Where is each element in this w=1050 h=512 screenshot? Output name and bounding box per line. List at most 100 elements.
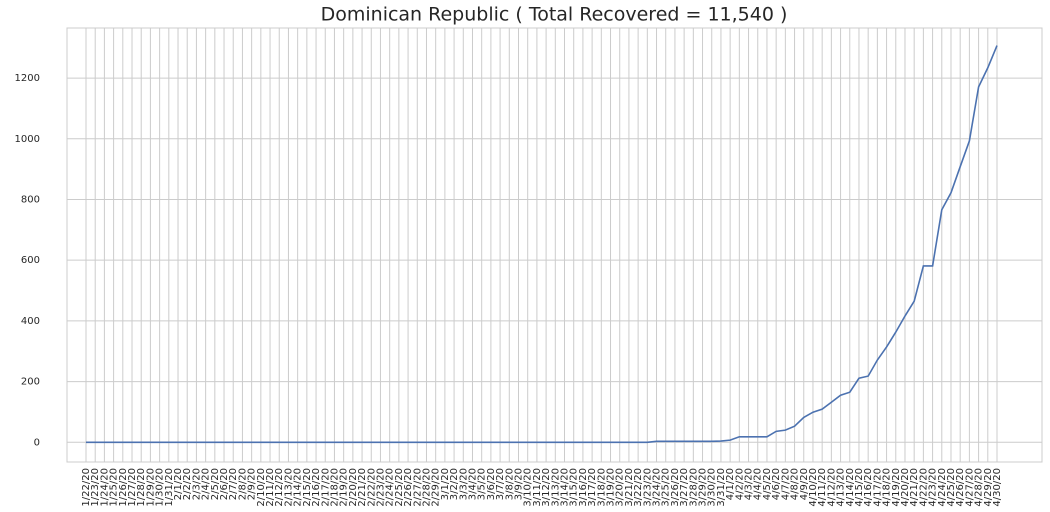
y-tick-label: 800 [21,194,40,205]
x-tick-label: 1/26/20 [118,468,129,507]
x-tick-label: 3/28/20 [688,468,699,507]
x-tick-label: 4/12/20 [826,468,837,507]
x-tick-label: 2/1/20 [173,468,184,500]
x-tick-label: 4/2/20 [734,468,745,500]
x-tick-label: 4/19/20 [891,468,902,507]
x-tick-label: 3/31/20 [716,468,727,507]
x-tick-label: 1/27/20 [127,468,138,507]
x-tick-label: 3/8/20 [504,468,515,500]
x-tick-label: 4/28/20 [974,468,985,507]
x-tick-label: 3/12/20 [541,468,552,507]
x-tick-label: 4/8/20 [790,468,801,500]
x-tick-label: 4/6/20 [771,468,782,500]
x-tick-label: 3/20/20 [615,468,626,507]
x-tick-label: 2/13/20 [283,468,294,507]
x-tick-label: 2/23/20 [375,468,386,507]
x-tick-label: 4/3/20 [744,468,755,500]
x-tick-label: 4/15/20 [854,468,865,507]
x-tick-label: 4/22/20 [918,468,929,507]
x-tick-label: 3/5/20 [477,468,488,500]
x-tick-label: 2/5/20 [210,468,221,500]
x-tick-label: 3/25/20 [661,468,672,507]
x-tick-label: 3/9/20 [513,468,524,500]
x-tick-label: 3/30/20 [707,468,718,507]
x-tick-label: 1/22/20 [81,468,92,507]
x-tick-label: 4/27/20 [964,468,975,507]
x-tick-label: 2/15/20 [302,468,313,507]
x-tick-label: 3/11/20 [532,468,543,507]
x-tick-label: 4/17/20 [872,468,883,507]
x-tick-label: 4/29/20 [983,468,994,507]
x-tick-label: 4/30/20 [992,468,1003,507]
y-tick-label: 1200 [15,73,40,84]
x-tick-label: 2/17/20 [320,468,331,507]
x-tick-label: 2/18/20 [329,468,340,507]
x-tick-label: 3/16/20 [578,468,589,507]
x-tick-label: 4/7/20 [780,468,791,500]
x-tick-label: 1/24/20 [99,468,110,507]
x-tick-label: 2/24/20 [385,468,396,507]
x-tick-label: 3/23/20 [642,468,653,507]
x-tick-label: 2/19/20 [339,468,350,507]
x-tick-label: 2/9/20 [247,468,258,500]
x-tick-label: 3/1/20 [440,468,451,500]
y-tick-label: 0 [34,437,40,448]
x-tick-label: 2/3/20 [191,468,202,500]
x-tick-label: 3/10/20 [523,468,534,507]
x-tick-label: 4/14/20 [845,468,856,507]
x-tick-label: 3/2/20 [449,468,460,500]
x-tick-label: 4/26/20 [955,468,966,507]
x-tick-label: 3/21/20 [624,468,635,507]
x-tick-label: 2/8/20 [237,468,248,500]
x-tick-label: 3/14/20 [560,468,571,507]
x-tick-label: 2/6/20 [219,468,230,500]
y-tick-label: 400 [21,316,40,327]
y-tick-label: 200 [21,377,40,388]
x-tick-label: 4/21/20 [909,468,920,507]
x-tick-label: 3/4/20 [467,468,478,500]
x-tick-label: 1/28/20 [136,468,147,507]
x-tick-label: 4/23/20 [928,468,939,507]
x-tick-label: 3/24/20 [652,468,663,507]
x-tick-label: 3/27/20 [679,468,690,507]
x-tick-label: 2/25/20 [394,468,405,507]
x-tick-label: 2/26/20 [403,468,414,507]
x-tick-label: 3/29/20 [698,468,709,507]
chart-title: Dominican Republic ( Total Recovered = 1… [321,4,788,26]
x-tick-label: 1/23/20 [90,468,101,507]
x-tick-label: 2/22/20 [366,468,377,507]
x-tick-label: 4/11/20 [817,468,828,507]
x-tick-label: 3/7/20 [495,468,506,500]
x-tick-label: 4/20/20 [900,468,911,507]
x-tick-label: 3/3/20 [458,468,469,500]
data-line [86,45,998,444]
x-tick-label: 2/7/20 [228,468,239,500]
x-tick-label: 4/9/20 [799,468,810,500]
x-tick-label: 3/26/20 [670,468,681,507]
x-tick-label: 3/13/20 [550,468,561,507]
x-tick-label: 4/1/20 [725,468,736,500]
x-tick-label: 1/25/20 [109,468,120,507]
plot-area [66,27,1043,463]
x-tick-label: 1/31/20 [164,468,175,507]
x-tick-label: 4/25/20 [946,468,957,507]
x-tick-label: 4/4/20 [753,468,764,500]
y-tick-label: 600 [21,255,40,266]
x-tick-label: 4/10/20 [808,468,819,507]
x-tick-label: 1/29/20 [145,468,156,507]
x-tick-label: 2/27/20 [412,468,423,507]
x-tick-label: 4/16/20 [863,468,874,507]
x-tick-label: 2/29/20 [431,468,442,507]
x-tick-label: 2/4/20 [201,468,212,500]
x-tick-label: 3/15/20 [569,468,580,507]
x-tick-label: 4/24/20 [937,468,948,507]
x-tick-label: 3/22/20 [633,468,644,507]
x-tick-label: 3/19/20 [606,468,617,507]
x-tick-label: 2/12/20 [274,468,285,507]
x-tick-label: 1/30/20 [155,468,166,507]
x-tick-label: 2/21/20 [357,468,368,507]
x-tick-label: 2/2/20 [182,468,193,500]
x-tick-label: 4/18/20 [882,468,893,507]
x-tick-label: 4/13/20 [836,468,847,507]
